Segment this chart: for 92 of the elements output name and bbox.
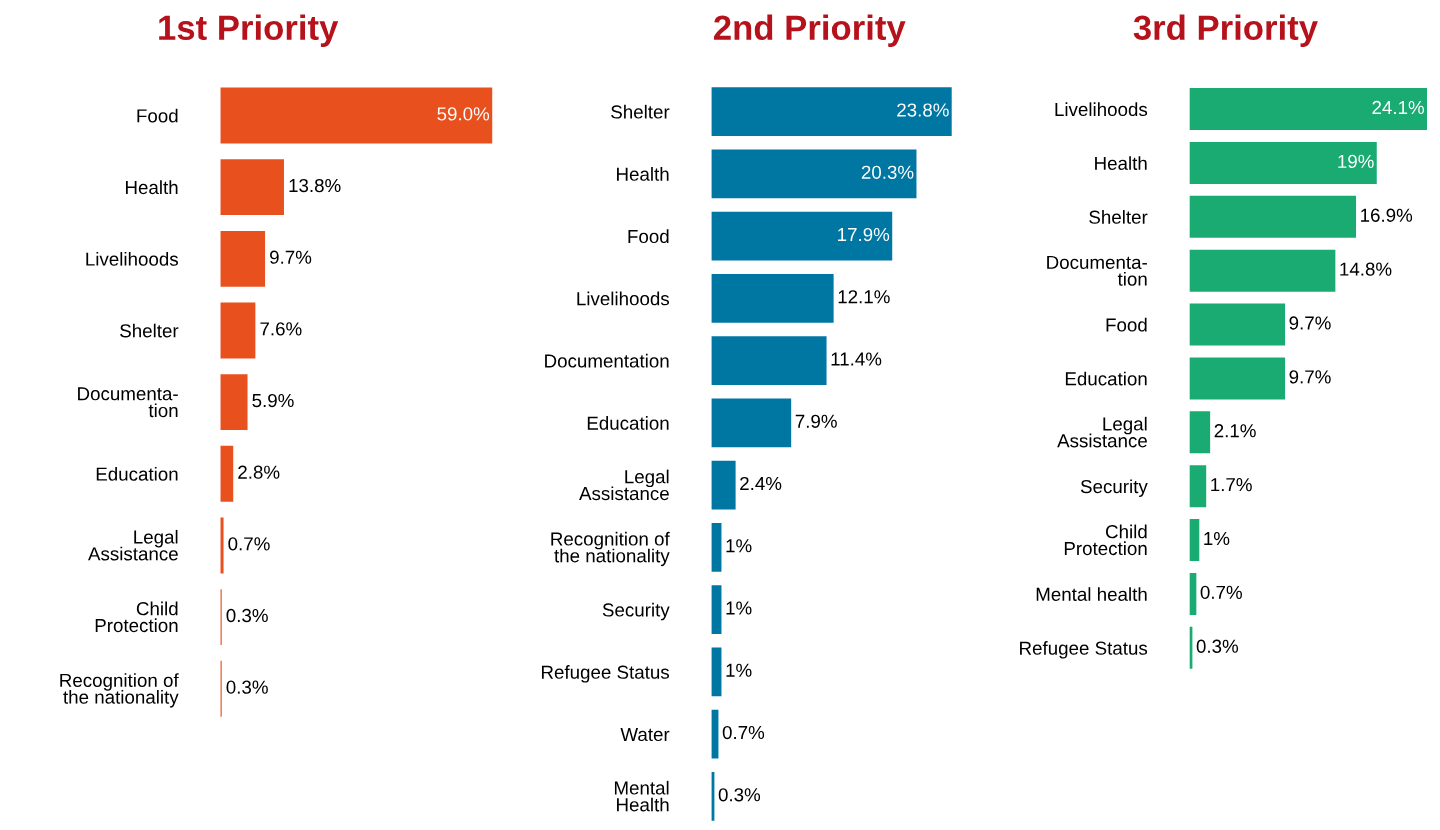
y-tick-label: Refugee Status <box>541 665 670 683</box>
y-tick-label: Recognition of the nationality <box>60 673 179 708</box>
y-tick-label: Food <box>137 108 178 123</box>
y-tick-label: Education <box>96 467 178 481</box>
y-tick-label: Food <box>628 229 669 244</box>
data-label: 12.1% <box>838 290 890 304</box>
data-label: 0.7% <box>228 537 270 551</box>
data-label: 1% <box>726 663 752 677</box>
y-tick-label: Shelter <box>1089 210 1148 224</box>
bar <box>1189 411 1211 454</box>
y-tick-label: Education <box>587 416 669 430</box>
data-label: 1.7% <box>1211 478 1252 492</box>
data-label: 14.8% <box>1340 262 1392 276</box>
data-label: 2.1% <box>1214 424 1256 438</box>
data-label: 9.7% <box>270 250 312 264</box>
bar <box>711 149 917 199</box>
y-tick-label: Health <box>1095 156 1147 170</box>
data-label: 59.0% <box>437 107 490 121</box>
data-label: 0.3% <box>226 680 268 694</box>
data-label: 1% <box>726 539 752 553</box>
y-tick-label: Recognition of the nationality <box>551 531 670 567</box>
y-tick-label: Education <box>1065 371 1147 386</box>
data-label: 7.9% <box>795 414 837 428</box>
y-tick-label: Water <box>620 728 670 742</box>
bar <box>711 336 827 385</box>
bar <box>220 374 248 431</box>
y-tick-label: Documenta- tion <box>78 387 178 418</box>
y-tick-label: Mental Health <box>614 780 669 812</box>
data-label: 9.7% <box>1289 370 1331 384</box>
bar <box>711 398 792 448</box>
bar <box>220 517 224 574</box>
y-tick-label: Legal Assistance <box>1057 416 1147 448</box>
y-tick-label: Documentation <box>545 353 669 368</box>
data-label: 7.6% <box>260 322 302 336</box>
data-label: 1% <box>726 601 752 615</box>
bar <box>711 585 722 634</box>
data-label: 17.9% <box>838 227 890 242</box>
y-tick-label: Health <box>617 167 669 181</box>
data-label: 0.7% <box>722 725 765 740</box>
chart-title: 3rd Priority <box>1133 14 1318 47</box>
data-label: 19% <box>1338 154 1374 169</box>
y-tick-label: Child Protection <box>1064 524 1147 556</box>
data-label: 0.3% <box>1196 639 1239 653</box>
y-tick-label: Child Protection <box>95 601 178 633</box>
bar <box>220 159 284 216</box>
y-tick-label: Livelihoods <box>1055 102 1148 117</box>
y-tick-label: Legal Assistance <box>88 529 178 561</box>
y-tick-label: Livelihoods <box>577 291 670 306</box>
data-label: 2.8% <box>238 465 280 479</box>
chart-title: 1st Priority <box>159 14 339 47</box>
y-tick-label: Food <box>1106 317 1147 332</box>
bar <box>711 211 893 261</box>
y-tick-label: Shelter <box>611 104 670 119</box>
data-label: 0.3% <box>226 608 268 623</box>
data-label: 0.7% <box>1200 585 1242 600</box>
bar <box>1189 303 1286 346</box>
data-label: 2.4% <box>740 476 782 491</box>
bar <box>220 302 256 359</box>
bar <box>1189 249 1336 292</box>
bar <box>220 87 493 144</box>
y-tick-label: Health <box>126 180 178 195</box>
y-tick-label: Refugee Status <box>1020 641 1148 659</box>
data-label: 5.9% <box>252 393 294 408</box>
bar <box>711 87 952 136</box>
data-label: 24.1% <box>1372 100 1424 115</box>
bar <box>1189 519 1200 562</box>
y-tick-label: Shelter <box>120 323 179 338</box>
bar <box>1189 357 1286 400</box>
bar <box>711 274 834 323</box>
y-tick-label: Security <box>602 602 670 621</box>
bar <box>1189 88 1428 131</box>
y-tick-label: Legal Assistance <box>579 469 669 501</box>
y-tick-label: Livelihoods <box>86 252 178 266</box>
data-label: 20.3% <box>861 165 914 179</box>
y-tick-label: Mental health <box>1036 587 1147 601</box>
data-label: 16.9% <box>1361 208 1413 222</box>
bar <box>1189 195 1357 238</box>
bar <box>220 445 234 502</box>
y-tick-label: Documenta- tion <box>1047 255 1147 286</box>
data-label: 23.8% <box>897 103 949 117</box>
bar <box>1189 465 1207 508</box>
data-label: 9.7% <box>1289 316 1331 330</box>
bar <box>711 523 722 572</box>
data-label: 11.4% <box>831 352 882 366</box>
data-label: 1% <box>1204 531 1230 546</box>
bar <box>220 230 266 287</box>
bar <box>711 460 736 510</box>
bar <box>1189 141 1377 184</box>
data-label: 13.8% <box>289 178 341 193</box>
y-tick-label: Security <box>1080 479 1148 497</box>
chart-title: 2nd Priority <box>714 14 906 47</box>
data-label: 0.3% <box>718 788 761 802</box>
